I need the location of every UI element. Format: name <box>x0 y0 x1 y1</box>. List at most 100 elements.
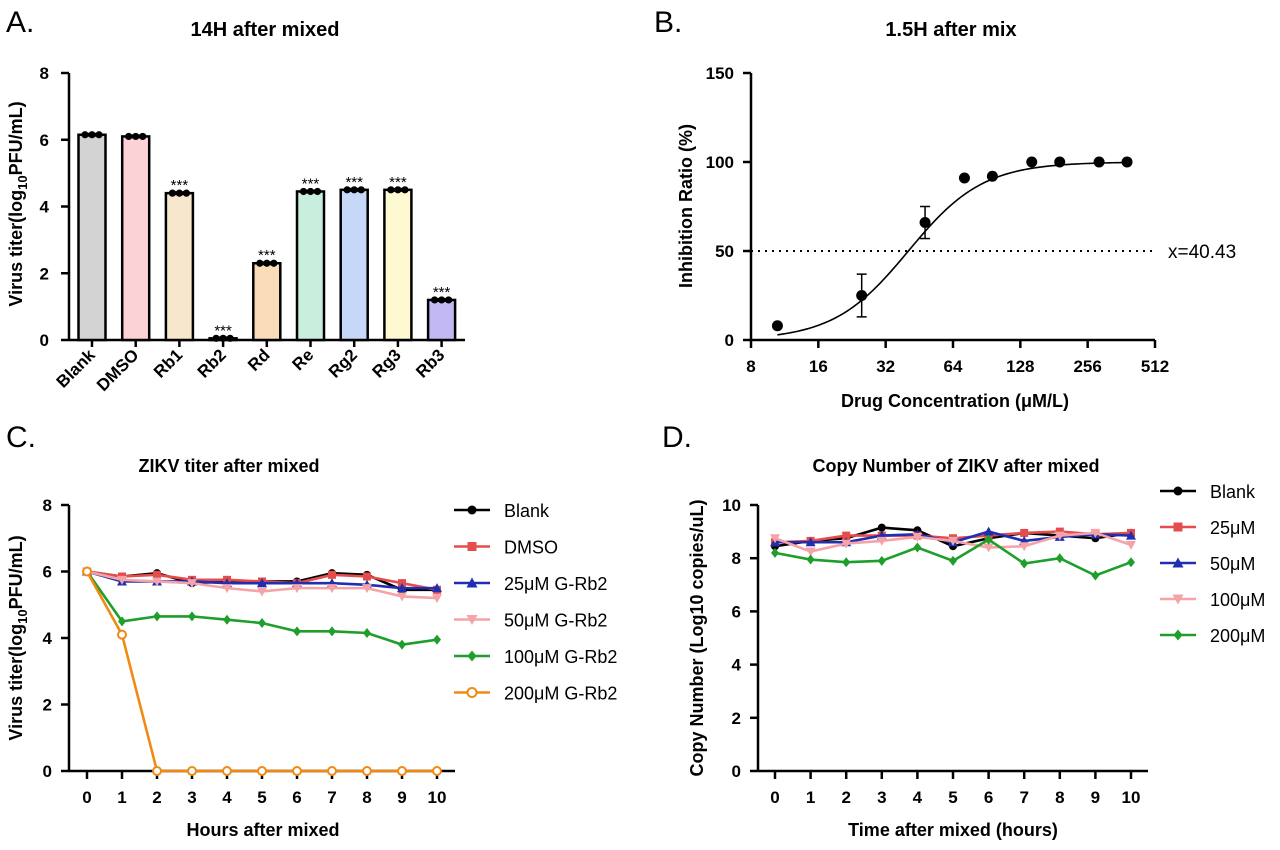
panel-d-ytick-label: 0 <box>732 762 741 781</box>
panel-a-category-label: Rb3 <box>412 345 448 381</box>
panel-c-series-point <box>397 592 407 602</box>
panel-d-series-point <box>1090 528 1101 538</box>
panel-c-title: ZIKV titer after mixed <box>138 456 319 476</box>
panel-c-series-point <box>153 570 161 579</box>
panel-c-series-point <box>118 616 126 627</box>
panel-d-ytick-label: 6 <box>732 602 741 621</box>
panel-d-series-point <box>984 534 993 545</box>
panel-c-ytick-label: 4 <box>43 629 53 648</box>
panel-d-legend: Blank 25μM 50μM 100μM 200μM <box>1160 482 1265 646</box>
panel-a-ylabel: Virus titer(log10PFU/mL) <box>6 101 30 306</box>
panel-d-legend-marker <box>1172 594 1184 605</box>
panel-c-legend-marker <box>466 687 478 698</box>
panel-a-replicate-point <box>263 259 271 267</box>
panel-d-ytick-label: 2 <box>732 709 741 728</box>
panel-c-ylabel-sub: 10 <box>15 609 30 623</box>
panel-b-ytick-label: 150 <box>706 64 734 83</box>
panel-a-replicate-point <box>88 131 96 139</box>
panel-b-data-point <box>958 172 970 184</box>
panel-a-title: 14H after mixed <box>191 19 340 41</box>
panel-c-legend-label: 25μM G-Rb2 <box>504 574 607 594</box>
panel-c-legend: Blank DMSO 25μM G-Rb2 50μM G-Rb2 100μM G-Rb2… <box>454 501 617 704</box>
panel-a-bar <box>426 298 457 342</box>
panel-d-series-point <box>983 543 994 553</box>
panel-a-ytick-label: 6 <box>40 131 49 150</box>
panel-c-series-point <box>258 618 266 629</box>
panel-d-legend-label: 50μM <box>1210 554 1255 574</box>
panel-d-series-point <box>842 557 851 568</box>
panel-c-xtick-label: 8 <box>362 788 371 807</box>
panel-b: B. 1.5H after mix Inhibition Ratio (%) D… <box>654 6 1236 411</box>
panel-c-series-point <box>328 626 336 637</box>
panel-c-series-point <box>152 577 162 587</box>
panel-c-series-point <box>152 766 162 776</box>
panel-c-xtick-label: 3 <box>187 788 196 807</box>
panel-a-replicate-point <box>313 187 322 196</box>
panel-c-xtick-label: 1 <box>117 788 126 807</box>
panel-c-ylabel-prefix: Virus titer(log <box>6 624 26 741</box>
panel-b-data-point <box>771 320 783 332</box>
panel-d-legend-marker <box>1173 629 1183 641</box>
panel-b-ytick-label: 50 <box>715 242 734 261</box>
panel-c-legend-marker <box>466 615 478 625</box>
panel-b-letter: B. <box>654 6 682 39</box>
panel-d-legend-label: 25μM <box>1210 518 1255 538</box>
panel-a-ylabel-suffix: PFU/mL) <box>6 101 26 175</box>
panel-d-ytick-label: 10 <box>722 496 741 515</box>
panel-d-xtick-label: 4 <box>913 788 923 807</box>
panel-d-series-point <box>877 555 886 566</box>
panel-d-series-point <box>877 523 886 532</box>
panel-a-letter: A. <box>6 6 34 39</box>
panel-d-series-point <box>770 534 780 544</box>
panel-d-series-point <box>805 547 816 557</box>
panel-c-legend-label: DMSO <box>504 538 558 558</box>
panel-d-legend-label: Blank <box>1210 482 1256 502</box>
panel-d-xtick-label: 8 <box>1055 788 1064 807</box>
panel-a-replicate-point <box>125 132 133 141</box>
panel-d-series-point <box>1054 531 1065 541</box>
panel-b-ic50-annotation: x=40.43 <box>1168 242 1236 263</box>
panel-c-series-point <box>363 572 371 581</box>
panel-a-replicate-point <box>387 186 395 194</box>
panel-c-ytick-label: 8 <box>43 496 52 515</box>
panel-c-series-point <box>432 583 442 593</box>
panel-c-series-point <box>328 570 336 579</box>
panel-a-ylabel-sub: 10 <box>15 175 30 189</box>
panel-c-series-point <box>397 583 407 593</box>
panel-b-plot: 0 50 100 150 8 16 32 64 128 256 512 <box>706 64 1170 376</box>
panel-a-replicate-point <box>357 186 365 194</box>
panel-c-series-point <box>223 614 231 625</box>
panel-b-xtick-label: 256 <box>1073 357 1101 376</box>
panel-a-category-label: Rd <box>244 345 273 374</box>
panel-c-series-point <box>433 634 441 645</box>
panel-d-series-point <box>1126 530 1136 540</box>
panel-a-ytick-label: 2 <box>40 264 49 283</box>
panel-a-ylabel-prefix: Virus titer(log <box>6 190 26 307</box>
panel-c-series-point <box>362 766 372 776</box>
panel-d-xtick-label: 1 <box>806 788 815 807</box>
panel-c-legend-label: 200μM G-Rb2 <box>504 684 617 704</box>
panel-b-data-point <box>1093 156 1105 168</box>
panel-d-xtick-label: 0 <box>770 788 779 807</box>
panel-a-replicate-point <box>401 186 409 194</box>
panel-c-series-point <box>362 584 372 594</box>
panel-a-category-label: Rb2 <box>194 345 230 381</box>
panel-a-replicate-point <box>95 131 103 139</box>
panel-d-xtick-label: 3 <box>877 788 886 807</box>
panel-a-replicate-point <box>299 187 308 196</box>
panel-d-xtick-label: 5 <box>948 788 957 807</box>
panel-d-series-point <box>1091 570 1100 581</box>
panel-c-series-line <box>85 570 437 773</box>
panel-a-category-label: Blank <box>53 345 100 392</box>
panel-d-series-point <box>842 531 851 540</box>
panel-c-plot: 0 2 4 6 8 0 1 2 3 4 5 6 7 8 9 10 <box>43 496 455 807</box>
panel-a-replicate-point <box>438 296 446 304</box>
panel-a-bar <box>252 261 282 342</box>
panel-d-legend-marker <box>1173 486 1183 496</box>
panel-d-series-point <box>949 555 957 566</box>
panel-c-series-point <box>432 594 442 604</box>
panel-a-ytick-label: 0 <box>40 331 49 350</box>
